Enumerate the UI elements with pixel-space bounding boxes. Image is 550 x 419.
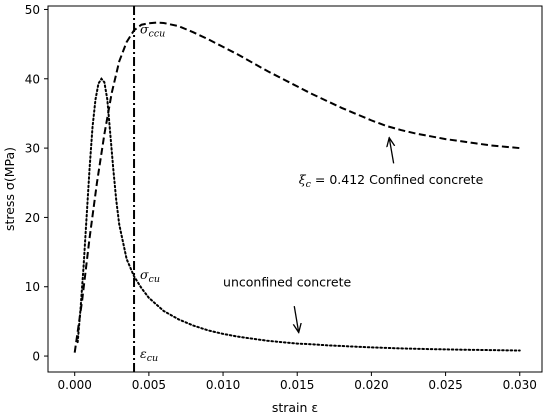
y-tick-label: 10 [25, 280, 40, 294]
annotation-unconfined: unconfined concrete [223, 275, 351, 290]
x-tick-label: 0.020 [354, 378, 388, 392]
unconfined-concrete-curve [76, 77, 521, 352]
annotation-eps-cu: εcu [140, 346, 158, 364]
y-tick-label: 30 [25, 142, 40, 156]
annotation-confined: ξc = 0.412 Confined concrete [299, 172, 484, 190]
annotation-arrow-confined [389, 138, 393, 164]
x-tick-label: 0.025 [428, 378, 462, 392]
annotation-sigma-ccu: σccu [140, 22, 165, 40]
y-tick-label: 20 [25, 211, 40, 225]
x-tick-label: 0.000 [58, 378, 92, 392]
x-axis-label: strain ε [272, 400, 318, 415]
series-layer [73, 21, 521, 353]
y-tick-label: 50 [25, 3, 40, 17]
x-axis-ticks: 0.000 0.005 0.010 0.015 0.020 0.025 0.030 [58, 372, 537, 392]
y-axis-ticks: 0 10 20 30 40 50 [25, 3, 48, 364]
y-tick-label: 40 [25, 72, 40, 86]
annotation-sigma-cu: σcu [140, 267, 160, 285]
plot-frame [47, 5, 543, 373]
annotation-arrow-unconfined [294, 306, 298, 332]
x-tick-label: 0.005 [132, 378, 166, 392]
y-tick-label: 0 [32, 350, 40, 364]
confined-concrete-curve [73, 21, 520, 353]
annotation-layer: σccu σcu εcu ξc = 0.412 Confined concrete un… [140, 22, 484, 364]
x-tick-label: 0.010 [206, 378, 240, 392]
x-tick-label: 0.030 [503, 378, 537, 392]
x-tick-label: 0.015 [280, 378, 314, 392]
y-axis-label: stress σ(MPa) [2, 147, 17, 231]
